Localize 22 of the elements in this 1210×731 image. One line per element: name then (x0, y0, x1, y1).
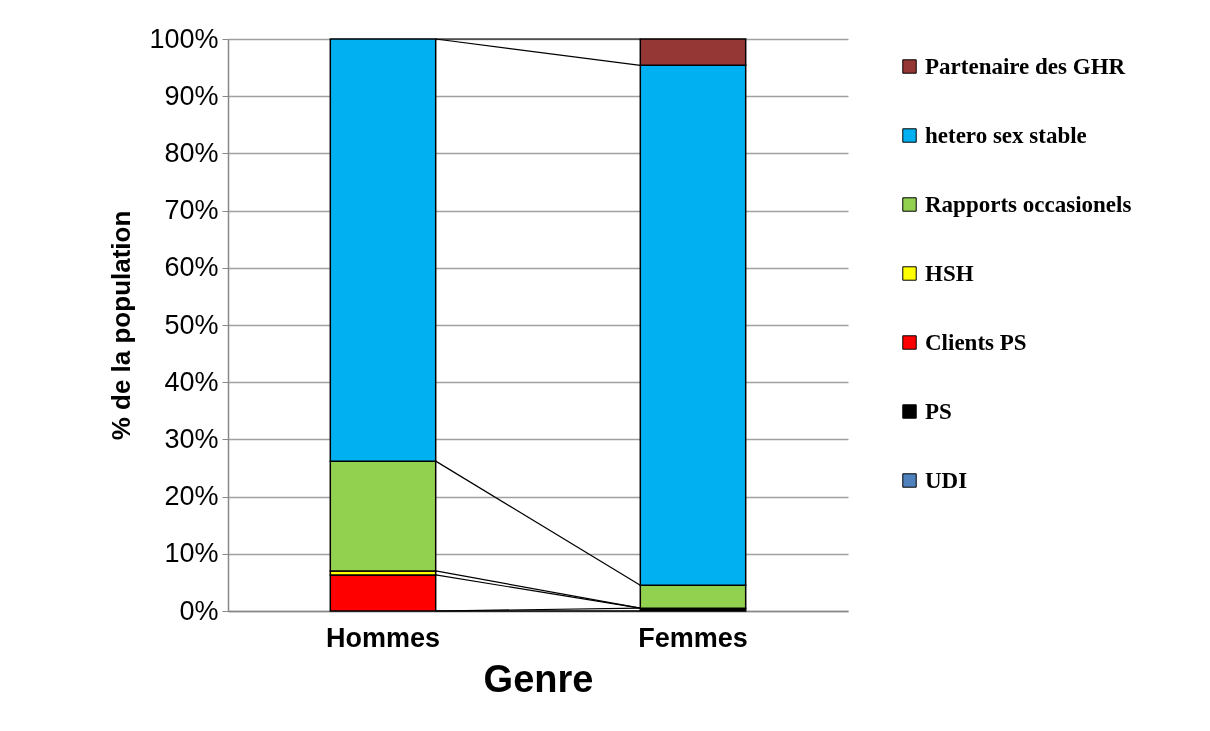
x-tick-label: Femmes (638, 622, 748, 653)
y-tick-label: 80% (164, 137, 219, 168)
legend-label: PS (925, 398, 952, 424)
legend-label: Partenaire des GHR (925, 53, 1126, 79)
legend-label: hetero sex stable (925, 122, 1087, 148)
legend-label: Rapports occasionels (925, 191, 1132, 217)
y-tick-label: 20% (164, 481, 219, 512)
y-tick-label: 60% (164, 252, 219, 283)
y-tick-label: 40% (164, 366, 219, 397)
y-tick-label: 100% (149, 23, 219, 54)
legend-label: HSH (925, 260, 974, 286)
y-tick-label: 90% (164, 80, 219, 111)
y-axis-title: % de la population (106, 210, 137, 441)
y-tick-label: 30% (164, 423, 219, 454)
y-tick-label: 50% (164, 309, 219, 340)
legend-label: UDI (925, 467, 968, 493)
y-tick-label: 0% (179, 595, 219, 626)
y-tick-label: 70% (164, 195, 219, 226)
legend-label: Clients PS (925, 329, 1027, 355)
x-tick-label: Hommes (325, 622, 441, 653)
x-axis-title: Genre (483, 657, 594, 700)
y-tick-label: 10% (164, 538, 219, 569)
